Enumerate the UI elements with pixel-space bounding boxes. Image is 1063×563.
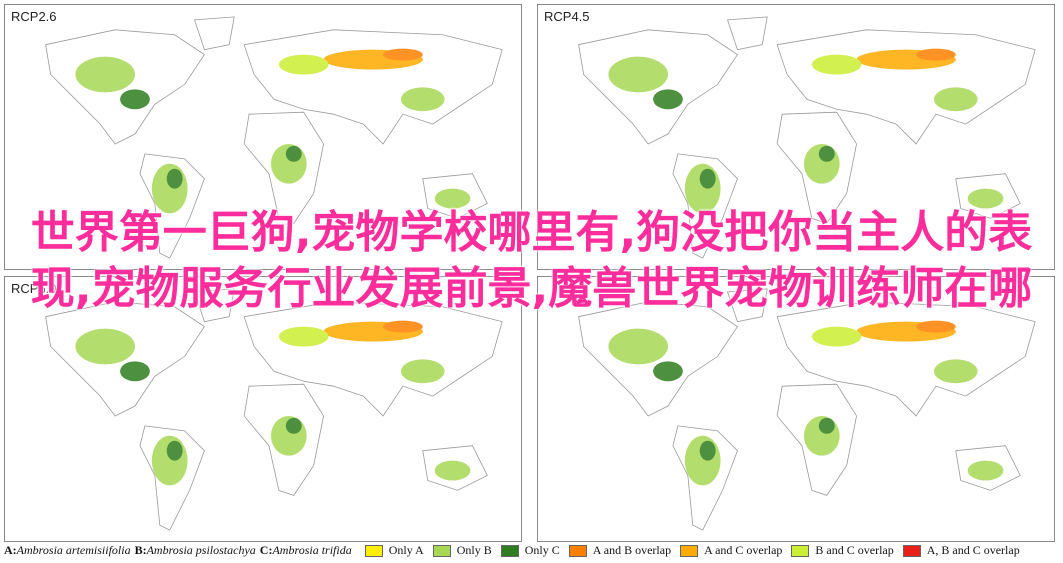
legend-swatch	[791, 544, 810, 557]
map-panel	[537, 276, 1055, 542]
map-panel: RCP4.5	[537, 4, 1055, 270]
legend-swatch	[364, 544, 383, 557]
species-entry: B:Ambrosia psilostachya	[135, 543, 256, 558]
species-entry: A:Ambrosia artemisiifolia	[4, 543, 131, 558]
legend-swatch	[500, 544, 519, 557]
map-panel: RCP2.6	[4, 4, 522, 270]
legend-item: A and B overlap	[568, 543, 672, 558]
legend-label: Only C	[524, 543, 560, 557]
species-key: B:	[134, 543, 147, 557]
legend-item: A and C overlap	[680, 543, 782, 558]
legend: A:Ambrosia artemisiifolia B:Ambrosia psil…	[4, 543, 1020, 558]
legend-swatch	[432, 544, 451, 557]
legend-item: Only A	[364, 543, 424, 558]
legend-label: A, B and C overlap	[926, 543, 1020, 557]
map-panel: RCP6.0	[4, 276, 522, 542]
panel-label: RCP4.5	[544, 9, 590, 24]
species-key: C:	[259, 543, 273, 557]
legend-label: A and C overlap	[704, 543, 783, 557]
species-name: Ambrosia artemisiifolia	[16, 543, 131, 557]
species-name: Ambrosia psilostachya	[146, 543, 256, 557]
species-key: A:	[4, 543, 17, 557]
species-entry: C:Ambrosia trifida	[260, 543, 352, 558]
legend-label: Only B	[456, 543, 492, 557]
legend-swatch	[568, 544, 587, 557]
overlay-title: 世界第一巨狗,宠物学校哪里有,狗没把你当主人的表现,宠物服务行业发展前景,魔兽世…	[30, 207, 1033, 314]
legend-item: Only C	[500, 543, 560, 558]
legend-item: B and C overlap	[791, 543, 894, 558]
legend-swatch	[680, 544, 699, 557]
panel-label: RCP6.0	[11, 281, 57, 296]
legend-item: A, B and C overlap	[902, 543, 1020, 558]
legend-swatch	[902, 544, 921, 557]
legend-label: Only A	[388, 543, 424, 557]
legend-label: A and B overlap	[592, 543, 672, 557]
panel-label: RCP2.6	[11, 9, 57, 24]
species-name: Ambrosia trifida	[272, 543, 352, 557]
legend-item: Only B	[432, 543, 492, 558]
legend-label: B and C overlap	[815, 543, 894, 557]
